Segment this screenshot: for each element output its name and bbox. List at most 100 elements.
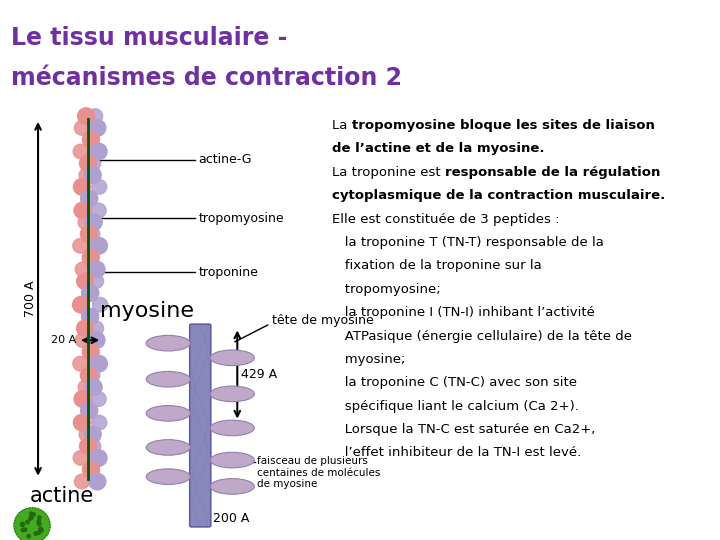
Text: fixation de la troponine sur la: fixation de la troponine sur la [332, 259, 541, 272]
Circle shape [86, 156, 101, 171]
Circle shape [85, 214, 102, 231]
Circle shape [88, 332, 105, 348]
Circle shape [81, 286, 96, 300]
Text: 700 A: 700 A [24, 281, 37, 317]
Circle shape [74, 202, 91, 219]
Circle shape [81, 309, 96, 324]
Text: tête de myosine: tête de myosine [272, 314, 374, 327]
Circle shape [76, 262, 90, 276]
Circle shape [81, 191, 98, 207]
Circle shape [73, 451, 88, 465]
Ellipse shape [210, 420, 254, 436]
Text: roponine est: roponine est [357, 166, 445, 179]
Text: Le tissu musculaire -: Le tissu musculaire - [11, 26, 287, 50]
Circle shape [73, 179, 91, 195]
Circle shape [37, 516, 41, 519]
Circle shape [76, 333, 90, 347]
Circle shape [83, 191, 98, 206]
Text: de myosine: de myosine [257, 478, 318, 489]
Text: myosine;: myosine; [332, 353, 405, 366]
FancyBboxPatch shape [190, 324, 211, 527]
Circle shape [91, 203, 106, 218]
Circle shape [21, 523, 24, 526]
Ellipse shape [210, 386, 254, 402]
Circle shape [73, 296, 89, 313]
Text: 20 A: 20 A [51, 335, 76, 345]
Text: actine: actine [30, 486, 94, 506]
Circle shape [83, 251, 98, 265]
Text: Elle est constituée de 3 peptides :: Elle est constituée de 3 peptides : [332, 213, 559, 226]
Circle shape [32, 512, 35, 516]
Text: responsable de la régulation: responsable de la régulation [445, 166, 660, 179]
Circle shape [81, 226, 97, 242]
Text: tropomyosine: tropomyosine [198, 212, 284, 225]
Ellipse shape [146, 372, 190, 387]
Text: actine-G: actine-G [198, 153, 252, 166]
Text: centaines de molécules: centaines de molécules [257, 468, 381, 478]
Circle shape [91, 180, 107, 194]
Text: cytoplasmique de la contraction musculaire.: cytoplasmique de la contraction musculai… [332, 189, 665, 202]
Circle shape [83, 403, 98, 418]
Circle shape [81, 367, 97, 384]
Circle shape [74, 474, 89, 489]
Circle shape [84, 167, 102, 184]
Circle shape [90, 450, 107, 466]
Circle shape [82, 285, 99, 301]
Circle shape [76, 320, 94, 336]
Text: mécanismes de contraction 2: mécanismes de contraction 2 [11, 66, 402, 90]
Circle shape [73, 414, 91, 431]
Circle shape [85, 379, 102, 395]
Text: 200 A: 200 A [213, 512, 250, 525]
Ellipse shape [146, 335, 190, 351]
Circle shape [79, 438, 96, 455]
Circle shape [91, 238, 107, 254]
Circle shape [40, 529, 43, 532]
Circle shape [14, 508, 50, 540]
Ellipse shape [210, 478, 254, 494]
Circle shape [85, 227, 100, 241]
Text: l’effet inhibiteur de la TN-I est levé.: l’effet inhibiteur de la TN-I est levé. [332, 447, 581, 460]
Circle shape [74, 391, 91, 407]
Circle shape [30, 512, 33, 516]
Ellipse shape [146, 406, 190, 421]
Text: Lorsque la TN-C est saturée en Ca2+,: Lorsque la TN-C est saturée en Ca2+, [332, 423, 595, 436]
Circle shape [83, 462, 98, 477]
Ellipse shape [210, 350, 254, 366]
Text: spécifique liant le calcium (Ca 2+).: spécifique liant le calcium (Ca 2+). [332, 400, 579, 413]
Circle shape [91, 392, 106, 406]
Circle shape [86, 439, 101, 454]
Circle shape [79, 155, 96, 172]
Circle shape [37, 531, 40, 535]
Circle shape [27, 535, 30, 538]
Circle shape [83, 462, 99, 478]
Text: la troponine C (TN-C) avec son site: la troponine C (TN-C) avec son site [332, 376, 577, 389]
Circle shape [79, 427, 94, 442]
Circle shape [23, 528, 27, 531]
Circle shape [82, 343, 99, 360]
Circle shape [90, 143, 107, 160]
Circle shape [78, 108, 94, 124]
Circle shape [76, 273, 94, 289]
Circle shape [73, 144, 88, 159]
Circle shape [34, 532, 37, 535]
Circle shape [83, 132, 98, 147]
Text: faisceau de plusieurs: faisceau de plusieurs [257, 456, 368, 466]
Circle shape [89, 321, 104, 335]
Circle shape [39, 527, 42, 530]
Text: La t: La t [332, 166, 357, 179]
Circle shape [78, 380, 93, 395]
Circle shape [26, 521, 30, 524]
Text: 429 A: 429 A [241, 368, 277, 381]
Circle shape [89, 473, 106, 490]
Circle shape [91, 355, 107, 372]
Circle shape [73, 239, 88, 253]
Circle shape [88, 261, 105, 278]
Circle shape [83, 345, 98, 359]
Text: la troponine T (TN-T) responsable de la: la troponine T (TN-T) responsable de la [332, 236, 604, 249]
Ellipse shape [146, 469, 190, 484]
Circle shape [78, 215, 93, 230]
Circle shape [37, 520, 40, 523]
Circle shape [21, 522, 24, 526]
Text: la troponine I (TN-I) inhibant l’activité: la troponine I (TN-I) inhibant l’activit… [332, 306, 595, 319]
Circle shape [85, 368, 100, 383]
